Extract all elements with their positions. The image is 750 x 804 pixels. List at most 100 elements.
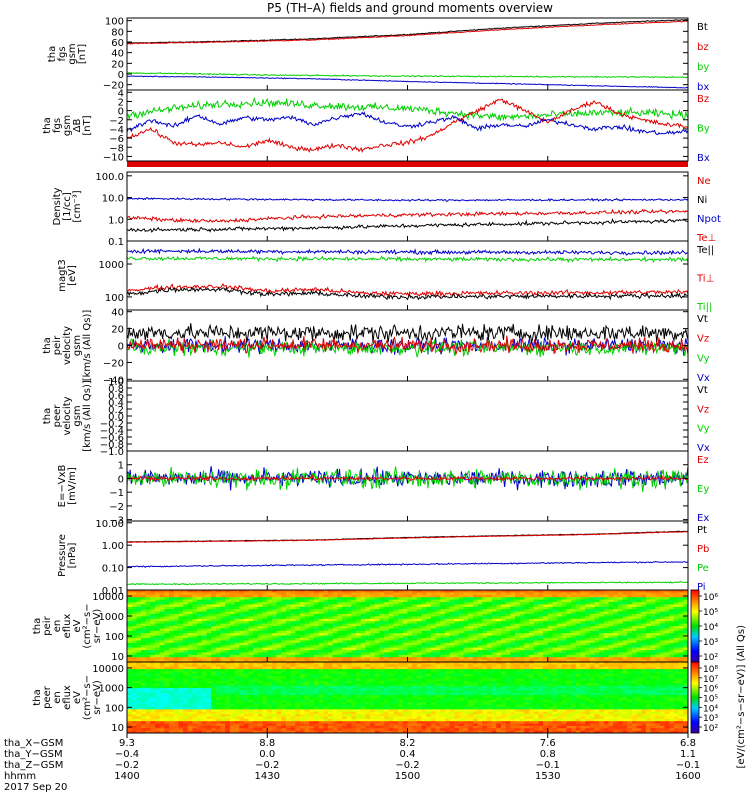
panel-frame	[127, 451, 688, 521]
legend-npot: Npot	[697, 214, 721, 225]
legend-by: By	[697, 124, 710, 135]
y-tick-label: 0	[118, 474, 124, 485]
y-tick-label: 40	[111, 308, 124, 319]
y-tick-label: 1.0	[108, 215, 124, 226]
legend-vz: Vz	[697, 334, 709, 345]
legend-vy: Vy	[697, 424, 710, 435]
heatmap-cells	[127, 590, 689, 663]
y-tick-label: 1.00	[102, 541, 124, 552]
y-tick-label: 80	[111, 27, 124, 38]
colorbar-tick-label: 10³	[703, 638, 718, 648]
y-tick-label: 10.00	[95, 519, 124, 530]
series-line-pe	[127, 582, 688, 585]
series-line-vt	[127, 323, 688, 343]
y-tick-label: −1	[109, 488, 124, 499]
colorbar-tick-label: 10²	[703, 653, 718, 663]
legend-pe: Pe	[697, 563, 709, 574]
y-tick-label: 20	[111, 59, 124, 70]
y-tick-label: 100	[105, 632, 124, 643]
y-tick-label: 100.0	[95, 172, 124, 183]
y-tick-label: −20	[103, 358, 124, 369]
legend-te: Te||	[696, 245, 714, 256]
y-axis-label: [mV/m]	[67, 467, 78, 505]
legend-bt: Bt	[697, 22, 708, 33]
y-tick-label: −1.0	[100, 447, 124, 458]
y-tick-label: 20	[111, 325, 124, 336]
y-axis-label: sr−eV)	[92, 609, 103, 644]
legend-vy: Vy	[697, 353, 710, 364]
legend-ey: Ey	[697, 484, 709, 495]
panel-frame	[127, 172, 688, 241]
series-line-pi	[127, 561, 688, 567]
panel-frame	[127, 381, 688, 451]
y-tick-label: 100	[105, 293, 124, 304]
legend-vx: Vx	[697, 443, 710, 454]
legend-vt: Vt	[697, 385, 708, 396]
legend-ez: Ez	[697, 455, 709, 466]
colorbar-tick-label: 10⁴	[703, 623, 718, 633]
plot-title: P5 (TH–A) fields and ground moments over…	[267, 1, 553, 15]
legend-bz: Bz	[697, 94, 709, 105]
y-axis-label: [km/s (All Qs)]	[82, 380, 93, 452]
legend-vt: Vt	[697, 314, 708, 325]
y-tick-label: 0.10	[102, 564, 124, 575]
legend-te: Te⊥	[696, 233, 716, 244]
y-tick-label: 0.1	[108, 237, 124, 248]
legend-bx: bx	[697, 82, 709, 93]
y-tick-label: 1000	[99, 260, 124, 271]
legend-by: by	[697, 62, 709, 73]
legend-ne: Ne	[697, 176, 711, 187]
legend-ni: Ni	[697, 195, 707, 206]
legend-bz: bz	[697, 42, 709, 53]
y-axis-label: [nT]	[77, 44, 88, 64]
heatmap-cells	[127, 662, 689, 734]
panel-frame	[127, 521, 688, 590]
series-line-ne	[127, 210, 688, 223]
panel-3: 100.010.01.00.1Density[1/cc][cm⁻³]NeNiNp…	[52, 172, 721, 248]
y-tick-label: 10.0	[102, 194, 124, 205]
y-axis-label: [km/s (All Qs)]	[82, 310, 93, 382]
legend-bx: Bx	[697, 153, 710, 164]
panel-separator-bar	[127, 161, 688, 167]
y-tick-label: −2	[109, 502, 124, 513]
series-line-bt	[127, 20, 688, 43]
y-tick-label: 1	[118, 461, 124, 472]
y-tick-label: 100	[105, 17, 124, 28]
y-tick-label: 10000	[92, 592, 124, 603]
y-tick-label: 0	[118, 342, 124, 353]
legend-ti: Ti||	[696, 302, 712, 313]
y-tick-label: −10	[103, 152, 124, 163]
series-line-ni	[127, 198, 688, 202]
y-tick-label: 0	[118, 70, 124, 81]
legend-pt: Pt	[697, 525, 707, 536]
legend-pb: Pb	[697, 544, 709, 555]
legend-vz: Vz	[697, 404, 709, 415]
series-line-te	[127, 249, 688, 255]
y-axis-label: [nPa]	[67, 542, 78, 568]
colorbar-tick-label: 10⁵	[703, 608, 718, 618]
panel-frame	[127, 18, 688, 90]
series-line-pt	[127, 531, 688, 542]
legend-vx: Vx	[697, 373, 710, 384]
y-tick-label: 60	[111, 38, 124, 49]
series-line-bz	[127, 21, 688, 44]
series-line-bx	[127, 113, 688, 135]
legend-ti: Ti⊥	[696, 274, 714, 285]
series-line-by	[127, 98, 688, 120]
panel-6: 1.00.80.60.40.20.0−0.2−0.4−0.6−0.8−1.0th…	[42, 377, 710, 458]
colorbar-label: [eV/(cm²−s−sr−eV)] (All Qs)	[736, 625, 747, 769]
colorbar	[691, 590, 699, 662]
y-tick-label: 10	[111, 652, 124, 663]
y-axis-label: [eV]	[67, 265, 78, 286]
colorbar-tick-label: 10⁶	[703, 593, 718, 603]
legend-ex: Ex	[697, 513, 709, 524]
